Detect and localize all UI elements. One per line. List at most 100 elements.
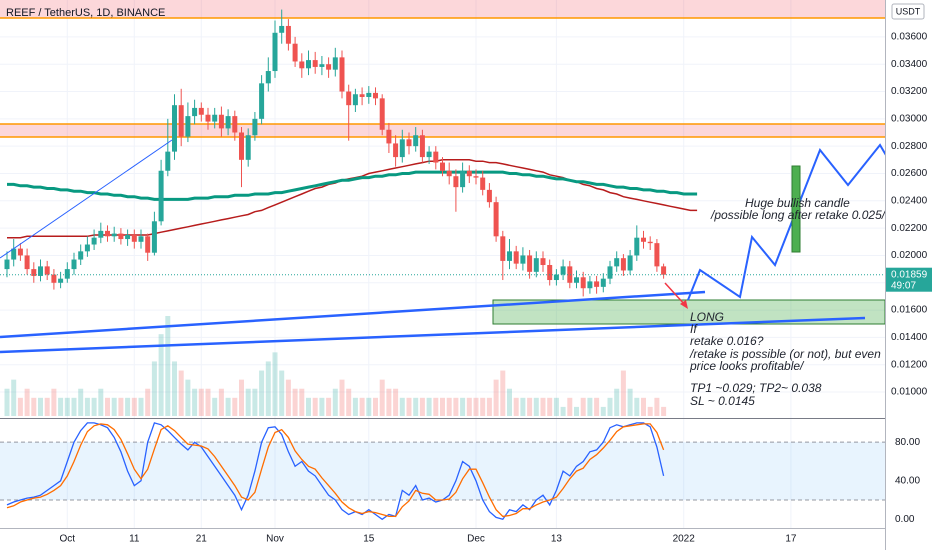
candle-body xyxy=(567,266,573,283)
volume-bar xyxy=(647,406,653,416)
y-tick-label: 0.03600 xyxy=(891,32,928,43)
candle-body xyxy=(620,258,626,271)
volume-bar xyxy=(393,388,399,416)
annotation: /possible long after retake 0.025/ xyxy=(710,208,887,222)
volume-bar xyxy=(31,397,37,416)
candle-body xyxy=(58,278,64,283)
volume-bar xyxy=(319,397,325,416)
resistance-zone xyxy=(0,124,885,137)
candle-body xyxy=(553,274,559,281)
volume-bar xyxy=(259,370,265,416)
candle-body xyxy=(38,266,43,276)
volume-bar xyxy=(151,361,157,416)
volume-bar xyxy=(332,388,338,416)
candle-body xyxy=(587,281,593,289)
volume-bar xyxy=(11,379,17,416)
volume-bar xyxy=(520,397,526,416)
volume-bar xyxy=(218,388,224,416)
candle-body xyxy=(172,105,177,152)
volume-bar xyxy=(44,397,50,416)
volume-bar xyxy=(292,388,298,416)
y-tick-label: 0.01600 xyxy=(891,305,928,316)
candle-body xyxy=(259,83,265,119)
volume-bar xyxy=(413,397,419,416)
volume-bar xyxy=(64,397,70,416)
candle-body xyxy=(473,176,479,178)
candle-body xyxy=(319,64,325,67)
candle-body xyxy=(419,135,425,158)
annotation: TP1 ~0.029; TP2~ 0.038 xyxy=(690,381,822,395)
annotation: SL ~ 0.0145 xyxy=(690,394,755,408)
candle-body xyxy=(393,143,399,158)
volume-bar xyxy=(131,397,137,416)
volume-bar xyxy=(98,388,104,416)
volume-bar xyxy=(138,397,144,416)
candle-body xyxy=(607,266,613,279)
volume-bar xyxy=(71,397,77,416)
oscillator-line xyxy=(6,423,665,518)
candle-body xyxy=(352,94,358,106)
volume-bar xyxy=(453,397,459,416)
y-tick-label: 0.01200 xyxy=(891,359,928,370)
candle-body xyxy=(574,277,579,283)
volume-bar xyxy=(346,388,352,416)
volume-bar xyxy=(366,397,372,416)
volume-bar xyxy=(654,397,660,416)
annotation: If xyxy=(690,322,698,336)
x-tick-label: 2022 xyxy=(673,534,696,545)
candle-body xyxy=(252,118,258,136)
volume-bar xyxy=(326,397,332,416)
volume-bar xyxy=(306,397,311,416)
candle-body xyxy=(440,162,445,171)
trend-line xyxy=(0,290,706,339)
volume-bar xyxy=(486,397,492,416)
volume-bar xyxy=(480,397,486,416)
volume-bar xyxy=(38,397,43,416)
candle-body xyxy=(426,151,432,158)
volume-bar xyxy=(574,406,579,416)
candle-body xyxy=(285,25,291,44)
y-tick-label: 0.02600 xyxy=(891,168,928,179)
volume-bar xyxy=(433,397,439,416)
volume-bar xyxy=(620,370,626,416)
candle-body xyxy=(239,132,244,160)
candle-body xyxy=(493,202,499,237)
volume-bar xyxy=(493,379,499,416)
volume-bar xyxy=(91,397,97,416)
volume-bar xyxy=(540,397,546,416)
currency-box[interactable] xyxy=(891,3,925,20)
volume-bar xyxy=(440,397,445,416)
candle-body xyxy=(111,233,117,237)
volume-bar xyxy=(661,406,667,416)
volume-bar xyxy=(339,379,345,416)
y-tick-label: 80.00 xyxy=(895,437,920,448)
volume-bar xyxy=(373,397,378,416)
oscillator-line xyxy=(6,422,665,521)
volume-bar xyxy=(84,397,90,416)
x-tick-label: Nov xyxy=(266,534,284,545)
candle-body xyxy=(198,107,204,115)
volume-bar xyxy=(527,397,533,416)
candle-body xyxy=(125,234,131,240)
candle-body xyxy=(185,116,191,137)
volume-bar xyxy=(419,397,425,416)
candle-body xyxy=(661,266,667,275)
volume-bar xyxy=(265,361,271,416)
candle-body xyxy=(145,236,151,253)
projected-candle xyxy=(791,165,801,253)
candle-body xyxy=(527,255,533,272)
volume-bar xyxy=(533,397,539,416)
volume-bar xyxy=(587,397,593,416)
volume-bar xyxy=(24,388,30,416)
last-price-box xyxy=(886,267,932,292)
candle-body xyxy=(560,266,566,275)
volume-bar xyxy=(105,397,110,416)
candle-body xyxy=(446,170,452,177)
y-tick-label: 0.03400 xyxy=(891,59,928,70)
candle-body xyxy=(272,32,278,72)
candle-body xyxy=(212,114,218,122)
candle-body xyxy=(379,98,385,130)
y-tick-label: 0.01400 xyxy=(891,332,928,343)
candle-body xyxy=(178,105,184,137)
